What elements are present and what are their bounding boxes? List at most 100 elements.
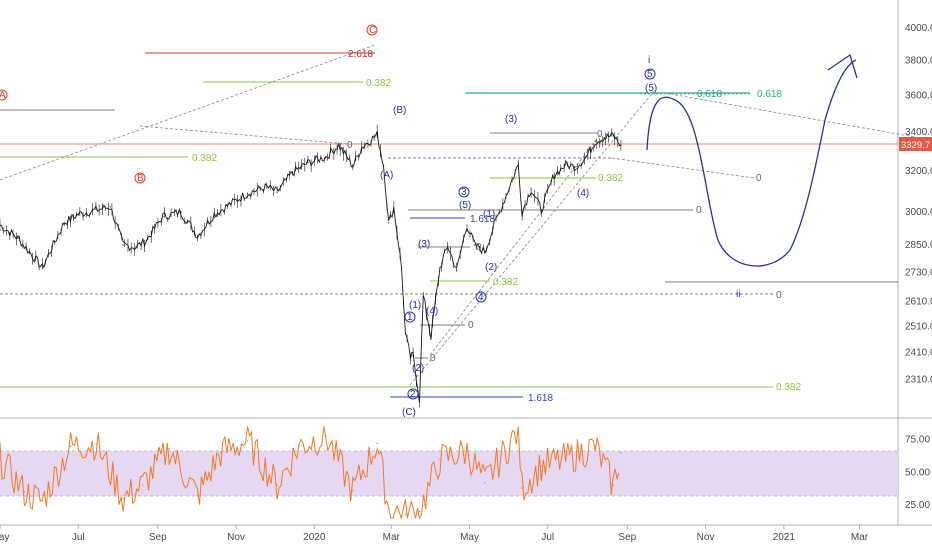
price-tick-label: 2510.0 (905, 321, 932, 332)
indicator-point (41, 500, 44, 502)
wave-label: (2) (412, 363, 424, 374)
wave-label: C (369, 25, 376, 36)
wave-label: 5 (647, 69, 653, 80)
indicator-point (388, 508, 390, 510)
price-point (109, 206, 111, 208)
wave-circle (407, 388, 419, 400)
wave-label: (B) (393, 105, 406, 116)
time-tick-label: Jul (72, 532, 85, 543)
fib-line-gray (611, 157, 755, 179)
zero-label: 0 (468, 320, 474, 331)
indicator-point (0, 458, 1, 460)
price-point (409, 357, 412, 359)
time-tick-label: Sep (149, 532, 167, 543)
price-tick-label: 2610.0 (905, 296, 932, 307)
indicator-point (517, 429, 519, 432)
price-point (393, 207, 395, 209)
price-point (612, 135, 614, 137)
wave-label: (1) (483, 209, 495, 220)
indicator-axis[interactable]: 25.00 50.00 75.00 (905, 435, 930, 511)
price-point (307, 162, 309, 164)
time-tick-label: Nov (227, 532, 245, 543)
price-point (291, 172, 294, 174)
fib-label: 0.382 (776, 382, 801, 393)
indicator-point (122, 497, 124, 500)
wave-label: i (648, 55, 650, 66)
indicator-point (23, 491, 26, 493)
fib-label: 2.618 (348, 49, 373, 60)
indicator-line (0, 426, 620, 521)
wave-label: 1 (407, 312, 413, 323)
zero-label: 0 (756, 173, 762, 184)
wave-label: (C) (402, 407, 416, 418)
price-point (474, 244, 476, 246)
price-line (0, 131, 621, 403)
price-point (575, 166, 577, 168)
price-point (352, 165, 354, 167)
projection-arrow (827, 53, 858, 79)
price-tick-label: 2410.0 (905, 347, 932, 358)
price-point (213, 213, 215, 215)
price-point (517, 164, 519, 166)
wave-label: 4 (478, 292, 484, 303)
price-point (230, 203, 232, 205)
indicator-point (325, 434, 327, 437)
price-point (41, 267, 43, 269)
zero-label: 0 (347, 140, 353, 151)
price-point (404, 333, 406, 335)
fib-label: 0.382 (366, 78, 391, 89)
wave-circle (458, 186, 470, 198)
last-price-tag: 3329.7 (901, 140, 930, 151)
price-point (0, 224, 1, 226)
price-tick-label: 3400.0 (905, 127, 932, 138)
price-point (162, 215, 164, 217)
zero-label: 0 (696, 205, 702, 216)
zero-label: 0 (430, 353, 436, 364)
wave-label: (5) (459, 200, 471, 211)
wave-label: (3) (505, 114, 517, 125)
indicator-point (620, 451, 622, 454)
price-tick-label: 3200.0 (905, 166, 932, 177)
price-axis[interactable]: 2310.0 2410.0 2510.0 2610.0 2730.0 2850.0 3000… (905, 23, 932, 386)
wave-circle (644, 68, 656, 80)
price-tick-label: 3800.0 (905, 56, 932, 67)
price-tick-label: 2730.0 (905, 268, 932, 279)
indicator-point (612, 484, 614, 487)
price-point (540, 209, 542, 211)
price-point (439, 267, 441, 269)
time-tick-label: Nov (697, 532, 715, 543)
wave-label: (2) (485, 262, 497, 273)
price-point (418, 398, 421, 400)
price-point (246, 192, 249, 194)
time-axis[interactable]: May Jul Sep Nov 2020 Mar May Jul Sep Nov 2021 Mar (0, 525, 869, 543)
indicator-point (95, 442, 97, 445)
fib-labels: 2.618 0.382 0.382 0.618 0.618 0.382 1.61… (192, 49, 801, 404)
indicator-point (219, 451, 222, 454)
price-point (361, 146, 363, 148)
price-tick-label: 3000.0 (905, 207, 932, 218)
time-tick-label: Mar (383, 532, 401, 543)
zero-label: 0 (476, 242, 482, 253)
fib-label: 0.618 (757, 89, 782, 100)
time-tick-label: 2021 (773, 532, 796, 543)
wave-label: (1) (409, 300, 421, 311)
zero-label: 0 (597, 129, 603, 140)
price-series (0, 124, 622, 408)
price-point (412, 354, 414, 356)
wave-label: ii (736, 289, 740, 300)
indicator-point (439, 458, 441, 460)
fib-label: 0.382 (192, 153, 217, 164)
wave-circle (134, 172, 146, 184)
indicator-point (352, 489, 354, 492)
price-point (276, 191, 278, 193)
indicator-point (521, 487, 523, 489)
wave-label: (4) (426, 306, 438, 317)
price-point (620, 144, 622, 146)
fib-label: 1.618 (470, 214, 495, 225)
time-tick-label: Jul (541, 532, 554, 543)
projection-path (646, 59, 857, 267)
price-point (266, 186, 268, 188)
price-tick-label: 2850.0 (905, 240, 932, 251)
indicator-point (246, 440, 249, 442)
